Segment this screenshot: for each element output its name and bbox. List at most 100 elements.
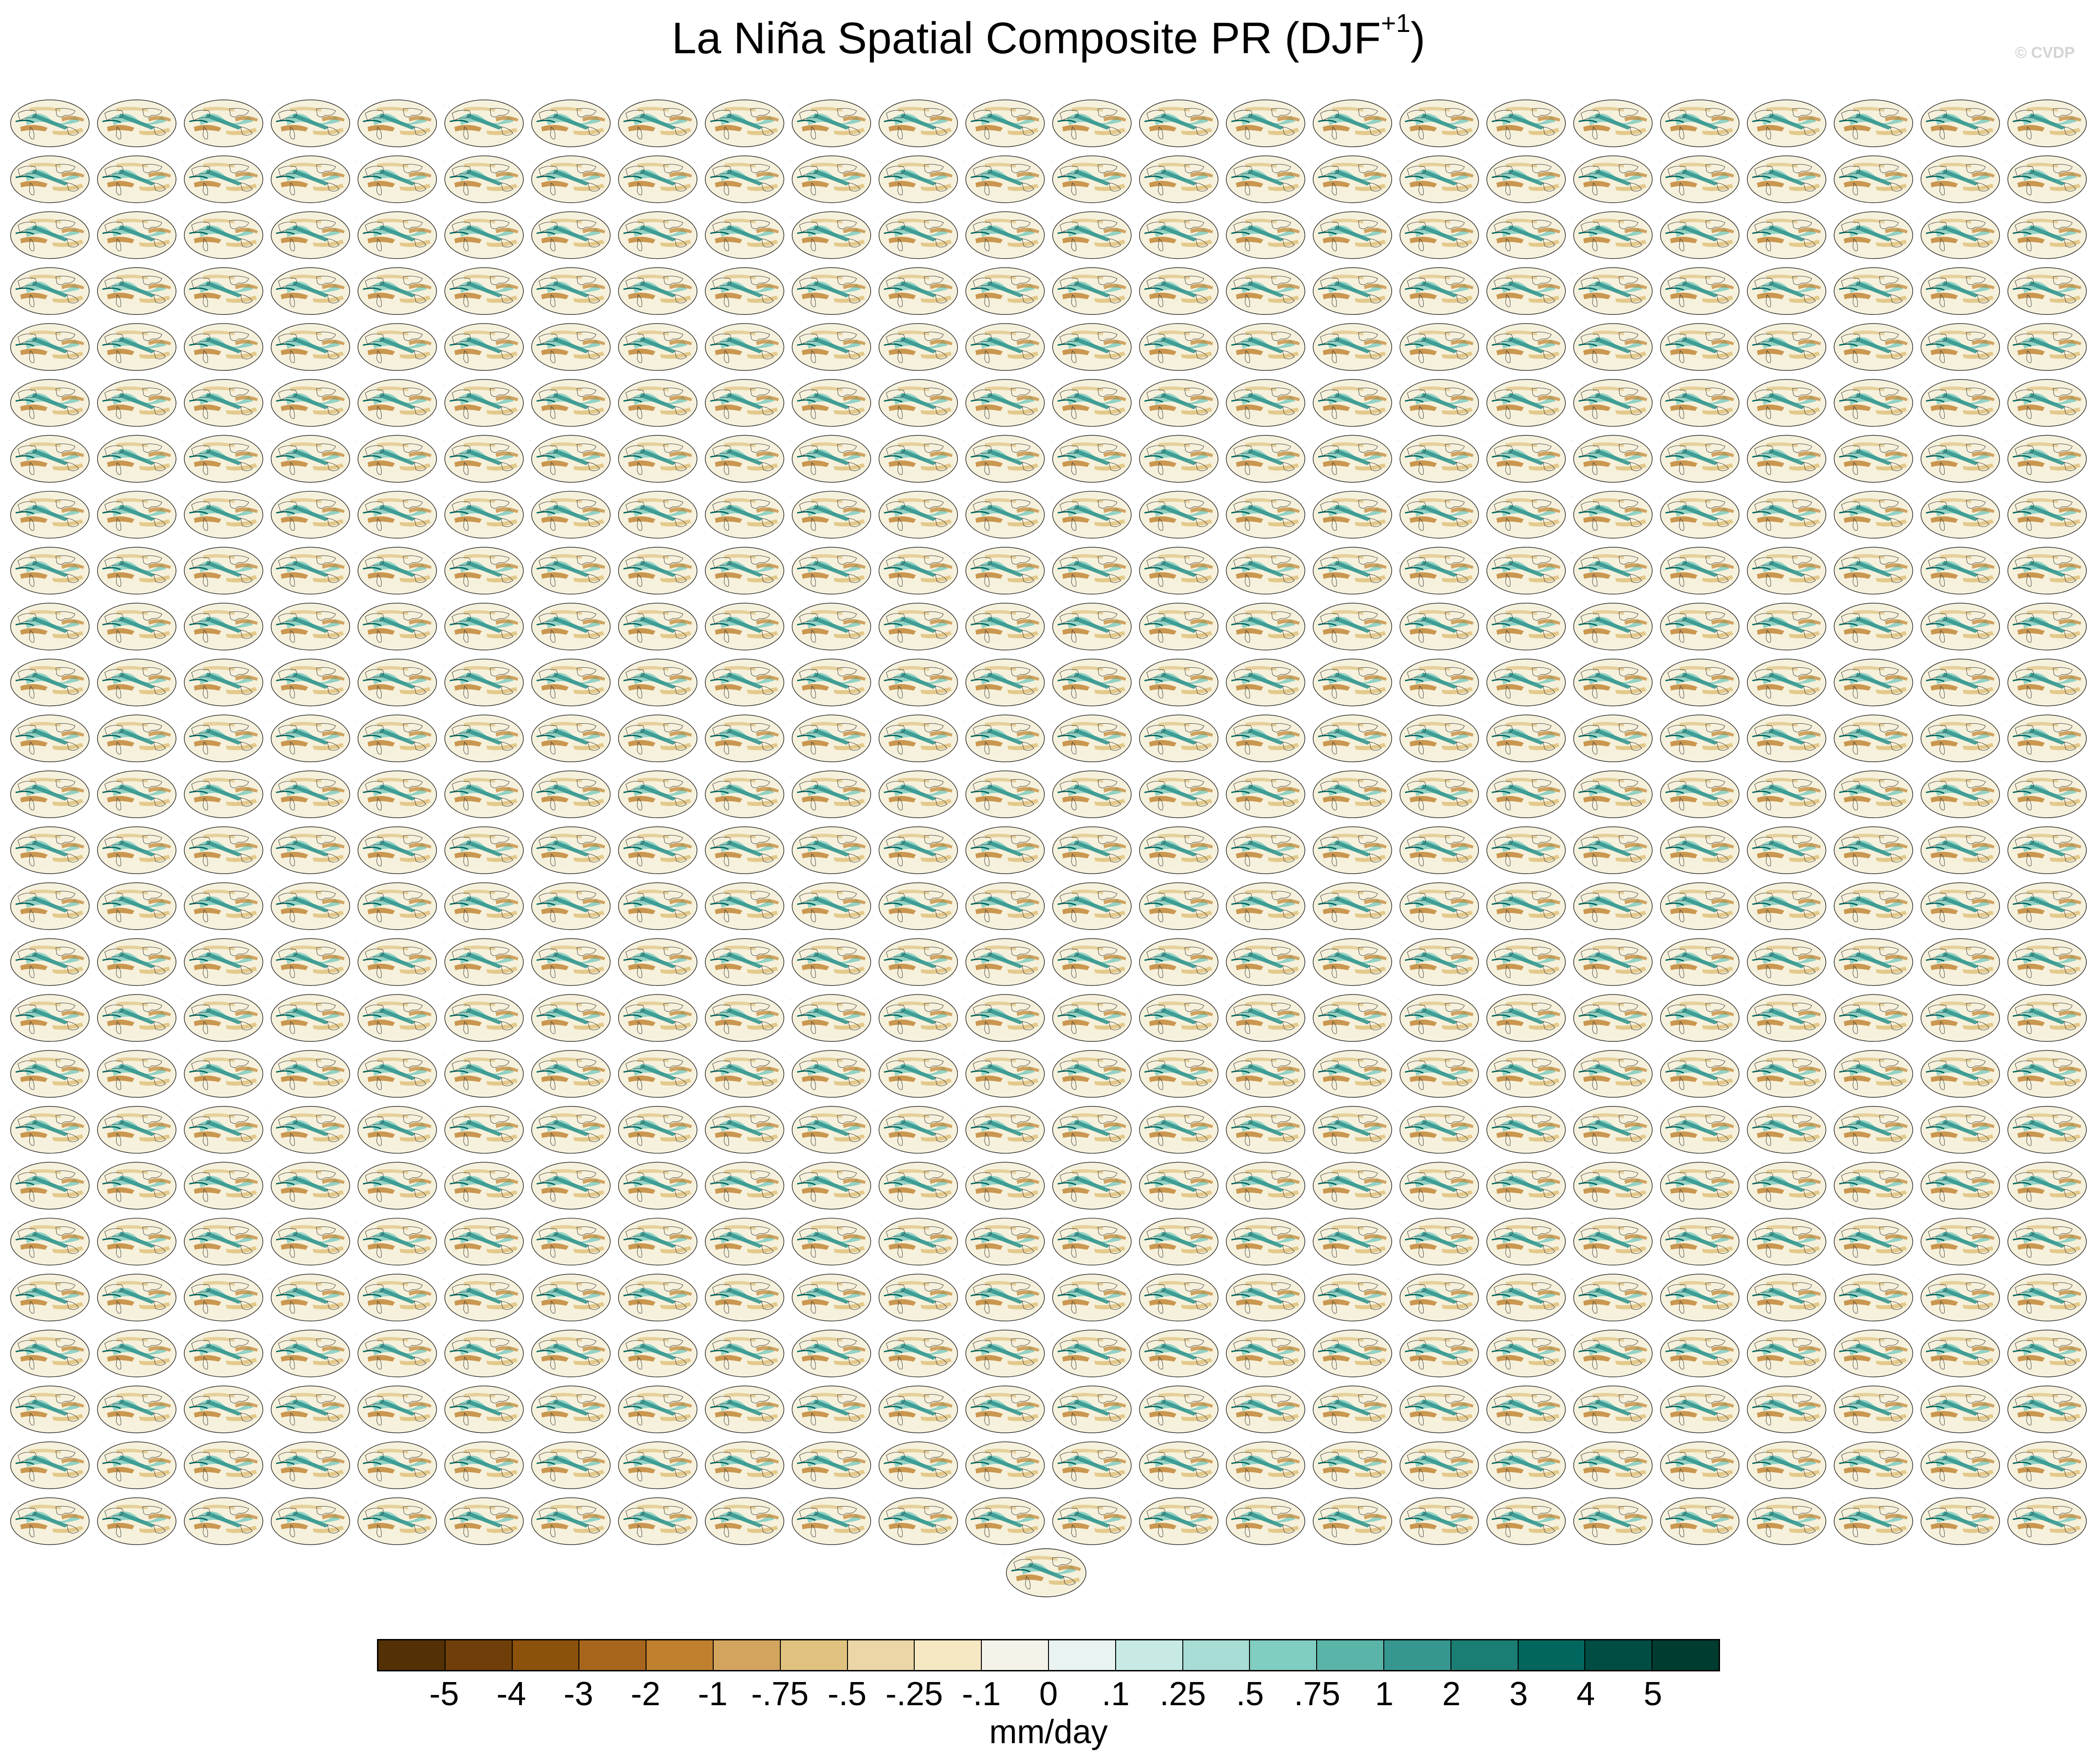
map-panel — [529, 1048, 610, 1097]
map-panel — [1919, 992, 2000, 1041]
map-panel — [442, 1215, 523, 1265]
map-panel — [1398, 1327, 1479, 1377]
map-panel — [790, 377, 871, 426]
map-panel — [2005, 1383, 2086, 1433]
map-panel — [1571, 1104, 1652, 1153]
map-panel — [1398, 657, 1479, 706]
map-panel — [963, 768, 1044, 818]
map-panel — [616, 488, 697, 538]
map-panel — [1832, 544, 1913, 594]
map-panel — [1571, 1215, 1652, 1265]
map-panel — [182, 1495, 263, 1545]
map-panel — [269, 936, 350, 985]
map-panel — [1398, 488, 1479, 538]
map-panel — [963, 1495, 1044, 1545]
map-panel — [703, 544, 784, 594]
map-panel — [1919, 209, 2000, 258]
map-panel — [2005, 1439, 2086, 1489]
map-panel — [529, 1215, 610, 1265]
colorbar-swatch — [848, 1640, 915, 1670]
map-panel — [1224, 321, 1305, 370]
map-panel — [182, 936, 263, 985]
map-panel — [1919, 1439, 2000, 1489]
map-panel — [1050, 712, 1131, 762]
map-panel — [1658, 880, 1739, 930]
map-panel — [95, 321, 176, 370]
colorbar-tick-label: -3 — [563, 1676, 594, 1713]
map-panel — [703, 321, 784, 370]
map-panel — [1484, 488, 1565, 538]
map-panel — [269, 992, 350, 1041]
map-panel — [877, 1495, 958, 1545]
map-panel — [1398, 1159, 1479, 1209]
map-panel — [790, 1215, 871, 1265]
map-panel — [1745, 265, 1826, 314]
map-panel — [703, 488, 784, 538]
map-panel — [529, 768, 610, 818]
map-panel — [529, 488, 610, 538]
map-panel — [1137, 1327, 1218, 1377]
map-panel — [1050, 824, 1131, 874]
map-panel — [703, 1495, 784, 1545]
map-panel — [1050, 601, 1131, 650]
map-panel — [442, 265, 523, 314]
map-panel — [1484, 153, 1565, 203]
map-panel — [1484, 992, 1565, 1041]
colorbar-tick-label: .1 — [1101, 1676, 1130, 1713]
map-panel — [703, 824, 784, 874]
map-panel — [1658, 153, 1739, 203]
map-panel — [8, 209, 89, 258]
map-panel — [1832, 880, 1913, 930]
map-panel — [2005, 936, 2086, 985]
map-panel — [8, 1048, 89, 1097]
colorbar-swatch — [1250, 1640, 1318, 1670]
map-panel — [790, 880, 871, 930]
map-panel — [95, 153, 176, 203]
map-panel — [95, 992, 176, 1041]
colorbar-swatch — [1518, 1640, 1586, 1670]
map-panel — [356, 1439, 437, 1489]
map-panel — [1571, 432, 1652, 482]
map-panel — [1224, 432, 1305, 482]
map-panel — [356, 1048, 437, 1097]
map-panel — [1484, 824, 1565, 874]
map-panel — [1745, 1495, 1826, 1545]
map-panel — [1484, 936, 1565, 985]
map-panel — [963, 209, 1044, 258]
map-panel — [1571, 97, 1652, 147]
map-panel — [1050, 1327, 1131, 1377]
map-panel — [1398, 432, 1479, 482]
map-panel — [1658, 488, 1739, 538]
colorbar-tick-label: -.5 — [827, 1676, 867, 1713]
map-panel — [529, 432, 610, 482]
map-panel — [182, 321, 263, 370]
map-panel — [356, 488, 437, 538]
map-panel — [1050, 1383, 1131, 1433]
map-panel — [1745, 153, 1826, 203]
map-panel — [790, 265, 871, 314]
map-panel — [182, 601, 263, 650]
map-panel — [1137, 992, 1218, 1041]
map-panel — [790, 601, 871, 650]
map-panel — [1050, 1159, 1131, 1209]
map-panel — [442, 1271, 523, 1321]
map-panel — [442, 601, 523, 650]
map-panel — [1484, 657, 1565, 706]
map-panel — [1832, 1327, 1913, 1377]
map-panel — [529, 880, 610, 930]
map-panel — [877, 601, 958, 650]
map-panel — [877, 936, 958, 985]
map-panel — [1919, 768, 2000, 818]
map-panel — [1658, 936, 1739, 985]
map-panel — [1398, 992, 1479, 1041]
map-panel — [1658, 712, 1739, 762]
map-panel — [1484, 768, 1565, 818]
map-panel — [1571, 1271, 1652, 1321]
map-panel — [1484, 1383, 1565, 1433]
colorbar-labels: -5 -4 -3 -2 -1 -.75 -.5 -.25 -.1 0 .1 .25 .5 .75 1 2 3 4 5 — [377, 1675, 1720, 1717]
map-panel — [1658, 97, 1739, 147]
map-panel — [963, 601, 1044, 650]
colorbar-swatch — [1652, 1640, 1719, 1670]
map-panel — [8, 936, 89, 985]
map-panel — [529, 1271, 610, 1321]
